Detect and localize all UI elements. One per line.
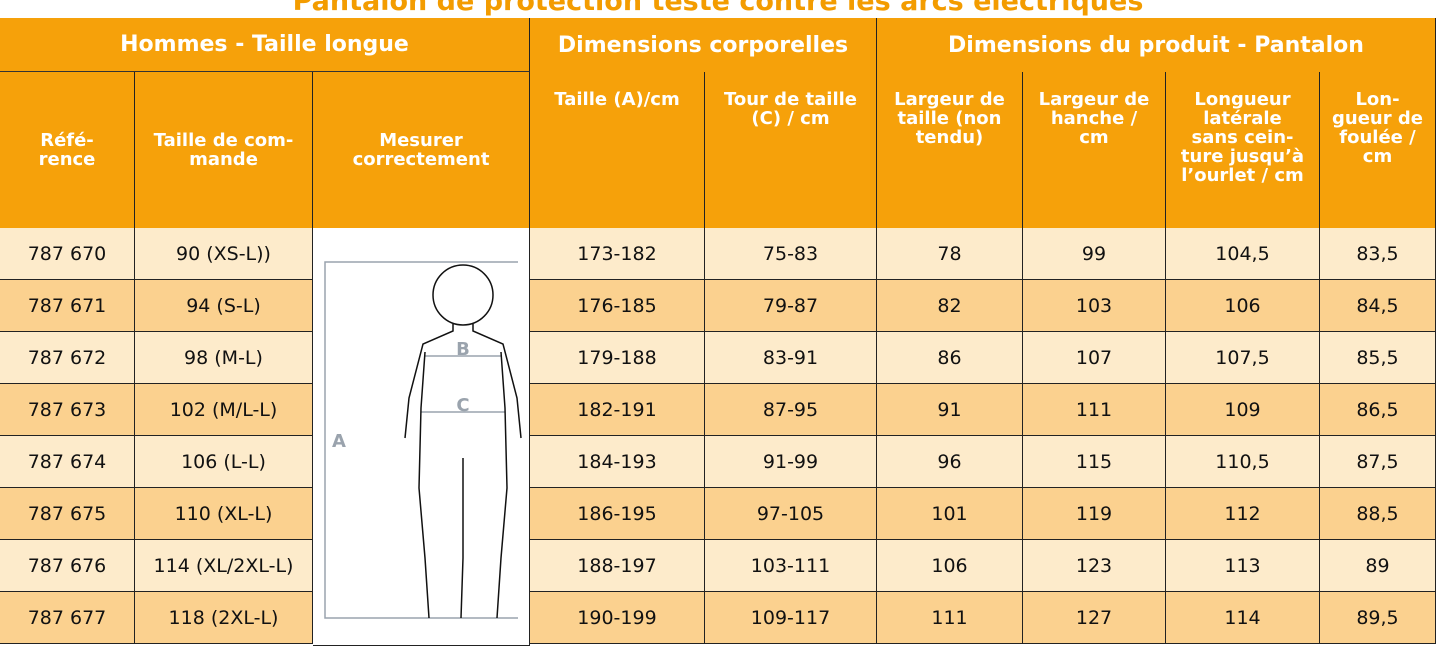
table-cell: 114 (XL/2XL-L) (135, 540, 313, 592)
table-cell: 113 (1166, 540, 1320, 592)
column-header: Taille de com- mande (135, 72, 313, 228)
table-cell: 787 670 (0, 228, 135, 280)
bracket-a (324, 261, 518, 619)
table-cell: 119 (1023, 488, 1166, 540)
table-cell: 94 (S-L) (135, 280, 313, 332)
table-cell: 97-105 (705, 488, 877, 540)
table-cell: 173-182 (530, 228, 705, 280)
column-header: Largeur de hanche / cm (1023, 72, 1166, 228)
table-cell: 179-188 (530, 332, 705, 384)
label-b: B (456, 339, 470, 360)
table-cell: 107 (1023, 332, 1166, 384)
column-header: Taille (A)/cm (530, 72, 705, 228)
table-cell: 115 (1023, 436, 1166, 488)
group-header: Hommes - Taille longue (0, 18, 530, 72)
table-cell: 118 (2XL-L) (135, 592, 313, 644)
table-cell: 787 674 (0, 436, 135, 488)
table-cell: 87-95 (705, 384, 877, 436)
label-a: A (332, 431, 346, 452)
group-header: Dimensions du produit - Pantalon (877, 18, 1436, 72)
column-header: Largeur de taille (non tendu) (877, 72, 1023, 228)
table-cell: 190-199 (530, 592, 705, 644)
table-cell: 90 (XS-L)) (135, 228, 313, 280)
table-cell: 91-99 (705, 436, 877, 488)
table-cell: 88,5 (1320, 488, 1436, 540)
table-cell: 110,5 (1166, 436, 1320, 488)
column-header: Longueur latérale sans cein- ture jusqu’… (1166, 72, 1320, 228)
table-cell: 86 (877, 332, 1023, 384)
body-outline (404, 264, 522, 619)
table-cell: 87,5 (1320, 436, 1436, 488)
table-cell: 109 (1166, 384, 1320, 436)
table-cell: 99 (1023, 228, 1166, 280)
table-cell: 110 (XL-L) (135, 488, 313, 540)
table-cell: 186-195 (530, 488, 705, 540)
table-cell: 98 (M-L) (135, 332, 313, 384)
table-cell: 182-191 (530, 384, 705, 436)
table-cell: 176-185 (530, 280, 705, 332)
table-cell: 787 672 (0, 332, 135, 384)
table-cell: 109-117 (705, 592, 877, 644)
table-cell: 184-193 (530, 436, 705, 488)
table-cell: 83-91 (705, 332, 877, 384)
table-cell: 112 (1166, 488, 1320, 540)
table-cell: 96 (877, 436, 1023, 488)
table-cell: 114 (1166, 592, 1320, 644)
column-header: Lon- gueur de foulée / cm (1320, 72, 1436, 228)
table-cell: 83,5 (1320, 228, 1436, 280)
table-cell: 102 (M/L-L) (135, 384, 313, 436)
group-header: Dimensions corporelles (530, 18, 877, 72)
table-cell: 111 (1023, 384, 1166, 436)
table-cell: 103 (1023, 280, 1166, 332)
table-cell: 787 675 (0, 488, 135, 540)
table-cell: 103-111 (705, 540, 877, 592)
table-cell: 123 (1023, 540, 1166, 592)
table-cell: 84,5 (1320, 280, 1436, 332)
column-header: Tour de taille (C) / cm (705, 72, 877, 228)
table-cell: 127 (1023, 592, 1166, 644)
table-cell: 101 (877, 488, 1023, 540)
table-cell: 107,5 (1166, 332, 1320, 384)
title: Pantalon de protection testé contre les … (292, 0, 1144, 17)
figure-cell: B C A (313, 228, 530, 646)
column-header: Mesurer correctement (313, 72, 530, 228)
table-cell: 86,5 (1320, 384, 1436, 436)
table-cell: 106 (877, 540, 1023, 592)
table-cell: 79-87 (705, 280, 877, 332)
table-cell: 787 673 (0, 384, 135, 436)
table-cell: 188-197 (530, 540, 705, 592)
column-header: Réfé- rence (0, 72, 135, 228)
table-cell: 111 (877, 592, 1023, 644)
table-cell: 91 (877, 384, 1023, 436)
table-cell: 78 (877, 228, 1023, 280)
table-cell: 89,5 (1320, 592, 1436, 644)
label-c: C (456, 395, 469, 416)
table-cell: 82 (877, 280, 1023, 332)
table-cell: 104,5 (1166, 228, 1320, 280)
table-cell: 106 (L-L) (135, 436, 313, 488)
table-cell: 106 (1166, 280, 1320, 332)
table-cell: 787 671 (0, 280, 135, 332)
measure-figure: B C A (324, 261, 522, 619)
table-cell: 85,5 (1320, 332, 1436, 384)
table-cell: 787 677 (0, 592, 135, 644)
table-cell: 787 676 (0, 540, 135, 592)
table-cell: 75-83 (705, 228, 877, 280)
table-cell: 89 (1320, 540, 1436, 592)
